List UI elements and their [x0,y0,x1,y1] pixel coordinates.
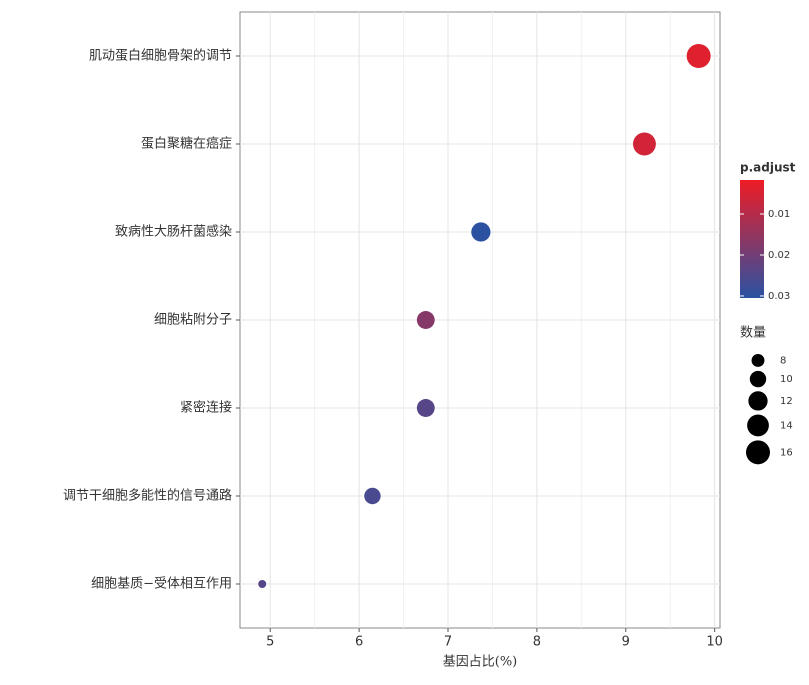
size-legend-title: 数量 [740,326,766,341]
dot [258,580,267,588]
y-tick-label: 致病性大肠杆菌感染 [115,224,232,240]
color-tick-label: 0.01 [768,209,790,220]
y-tick-label: 紧密连接 [180,400,232,416]
dot [686,44,711,68]
dot [632,132,656,156]
color-tick-label: 0.02 [768,250,790,261]
size-key-label: 16 [780,447,793,458]
color-tick-label: 0.03 [768,291,790,302]
x-tick-label: 9 [622,635,630,650]
x-tick-label: 8 [533,635,541,650]
size-key [746,440,770,465]
x-tick-label: 7 [444,635,452,650]
dot [416,311,435,329]
x-tick-label: 6 [355,635,363,650]
size-key-label: 12 [780,396,793,407]
dot [471,222,491,242]
x-tick-label: 10 [706,635,723,650]
dot [364,487,381,505]
size-key [749,370,767,388]
y-tick-label: 细胞基质−受体相互作用 [91,577,232,592]
x-axis-label: 基因占比(%) [443,655,518,670]
y-tick-label: 细胞粘附分子 [154,313,232,328]
size-key [748,391,768,411]
y-tick-label: 肌动蛋白细胞骨架的调节 [89,48,232,64]
size-key-label: 8 [780,355,786,366]
y-tick-label: 蛋白聚糖在癌症 [141,136,232,152]
x-tick-label: 5 [266,635,274,650]
size-key-label: 14 [780,420,793,431]
size-key [751,354,765,367]
color-bar [740,180,764,298]
size-key [747,414,769,437]
color-legend-title: p.adjust [740,161,796,175]
y-tick-label: 调节干细胞多能性的信号通路 [63,488,232,504]
size-key-label: 10 [780,374,793,385]
dot [416,399,435,417]
